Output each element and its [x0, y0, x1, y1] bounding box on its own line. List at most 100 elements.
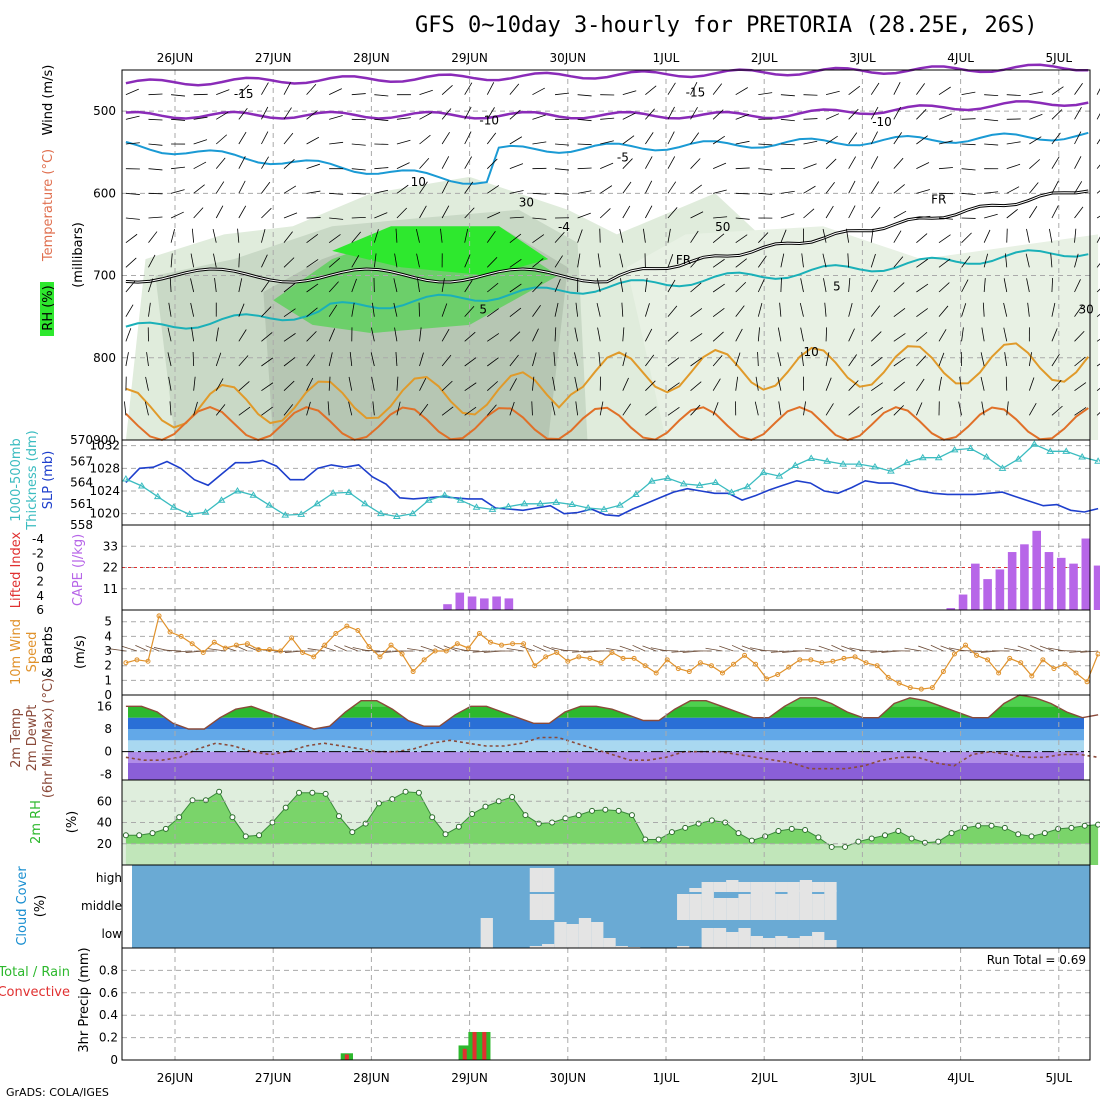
rh-marker — [1001, 824, 1008, 831]
wind-speed-marker — [189, 641, 195, 647]
wind-barb — [712, 83, 723, 95]
wind-barb — [374, 167, 389, 170]
wind-speed-marker — [443, 648, 449, 654]
wind-speed-marker — [974, 652, 980, 658]
wind-barb — [125, 281, 136, 293]
wind-speed-marker — [233, 642, 239, 648]
wind-barb — [351, 302, 355, 317]
wind-barb — [824, 302, 827, 317]
cloud-bar-middle — [762, 892, 776, 920]
wind-barb — [1074, 106, 1082, 120]
cloud-bar-low — [615, 946, 628, 948]
wind-barb — [532, 281, 543, 293]
wind-speed-marker — [289, 635, 295, 641]
wind-barb — [893, 82, 901, 95]
contour-label: 5 — [833, 279, 841, 293]
wind-speed-marker — [255, 647, 261, 653]
wind-barb — [690, 333, 703, 342]
wind-barb — [1051, 277, 1054, 293]
wind-barb — [645, 205, 653, 219]
wind-barb — [419, 89, 433, 96]
wind-barb — [168, 376, 172, 391]
wind-barb — [984, 143, 999, 146]
wind-speed-marker — [300, 650, 306, 655]
date-label-bottom: 1JUL — [653, 1071, 680, 1085]
surface-wind-barb — [1030, 644, 1044, 652]
rh-marker — [229, 814, 236, 821]
wind-barb — [825, 135, 838, 145]
wind-barb — [464, 406, 477, 416]
cape-bar — [443, 604, 452, 610]
wind-barb — [713, 189, 727, 194]
wind-speed-marker — [885, 674, 891, 680]
wind-speed-marker — [775, 671, 781, 677]
wind-barb — [983, 253, 989, 268]
cape-bar — [1007, 552, 1017, 610]
wind-barb — [1051, 379, 1062, 391]
cloud-bar-middle — [713, 898, 727, 920]
wind-barb — [1026, 278, 1030, 293]
wind-barb — [148, 278, 154, 293]
wind-barb — [170, 253, 173, 268]
cloud-bar-high — [762, 882, 776, 892]
wind-barb — [893, 357, 906, 367]
wind-barb — [712, 283, 725, 293]
wind-barb — [577, 167, 592, 170]
precip-tick: 0.6 — [99, 986, 118, 1000]
precip-panel-frame — [121, 947, 1091, 1061]
wind-speed-marker — [620, 655, 626, 661]
wind-barb — [371, 376, 375, 391]
rh-marker — [815, 834, 822, 841]
wind-speed-marker — [167, 629, 173, 635]
cape-bar — [455, 592, 465, 610]
surface-wind-barb — [461, 649, 480, 652]
wind-barb — [777, 376, 782, 391]
cloud-bar-middle — [701, 892, 714, 920]
wind-barb — [554, 327, 557, 342]
wind-barb — [1049, 228, 1053, 243]
wind-barb — [822, 253, 827, 268]
wind-barb — [261, 229, 266, 243]
wind-speed-marker — [532, 663, 538, 669]
thickness-marker — [711, 478, 720, 485]
thickness-marker — [807, 454, 816, 461]
rh-marker — [828, 843, 835, 850]
wind-speed-marker — [587, 655, 593, 661]
thickness-tick: 558 — [70, 518, 93, 532]
wind-barb — [394, 327, 398, 342]
thickness-marker — [568, 500, 577, 507]
wind-barb — [419, 403, 429, 416]
date-label-top: 2JUL — [751, 51, 778, 65]
wind-barb — [1051, 86, 1064, 95]
wind-barb — [825, 113, 840, 120]
cloud-bar-high — [799, 880, 813, 892]
surface-wind-barb — [532, 644, 546, 652]
wind-barb — [848, 354, 857, 367]
wind-barb — [125, 142, 140, 145]
rh-marker — [975, 822, 982, 829]
wind-speed-marker — [996, 670, 1002, 676]
wind-speed-marker — [543, 654, 549, 660]
wind-barb — [553, 352, 556, 367]
wind-barb — [169, 278, 172, 293]
wind-barb — [916, 308, 928, 317]
wind-speed-marker — [697, 660, 703, 666]
wind-barb — [893, 210, 907, 219]
wind-barb — [1096, 88, 1100, 95]
surface-wind-barb — [940, 645, 955, 652]
wind-barb — [373, 253, 377, 268]
wind-barb — [622, 352, 627, 367]
li-tick: 0 — [36, 561, 44, 575]
wind-barb — [441, 108, 452, 120]
contour-label: -15 — [234, 87, 254, 101]
surface-wind-barb — [958, 650, 977, 652]
surface-wind-barb — [560, 649, 579, 652]
wind-barb — [238, 278, 243, 293]
wind-barb — [283, 231, 293, 243]
wind-barb — [238, 180, 246, 194]
wind-barb — [238, 406, 251, 416]
wind-barb — [215, 134, 228, 145]
rh-low-band — [122, 843, 1090, 865]
wind-barb — [1003, 327, 1008, 342]
wind-barb — [351, 255, 360, 268]
